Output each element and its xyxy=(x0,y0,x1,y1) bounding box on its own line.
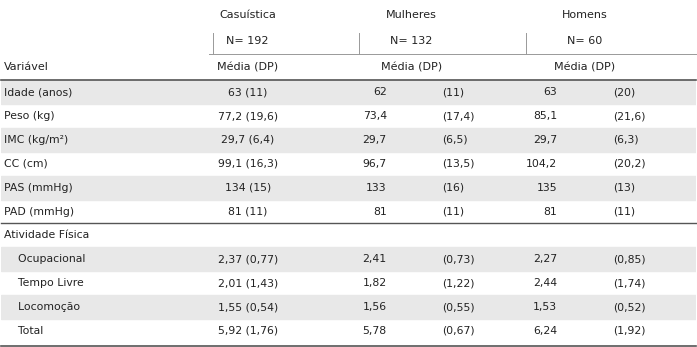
Text: (1,74): (1,74) xyxy=(613,278,645,288)
Text: (0,67): (0,67) xyxy=(443,326,475,336)
Text: 85,1: 85,1 xyxy=(533,111,557,121)
Text: 1,53: 1,53 xyxy=(533,302,557,312)
Text: 29,7: 29,7 xyxy=(533,135,557,145)
Text: 73,4: 73,4 xyxy=(362,111,387,121)
Text: N= 60: N= 60 xyxy=(567,36,603,46)
Text: 81: 81 xyxy=(544,206,557,217)
Text: 2,37 (0,77): 2,37 (0,77) xyxy=(217,254,278,264)
Text: (16): (16) xyxy=(443,183,464,193)
Text: 2,01 (1,43): 2,01 (1,43) xyxy=(217,278,278,288)
Bar xyxy=(1,80,696,104)
Text: Média (DP): Média (DP) xyxy=(554,62,615,72)
Text: 6,24: 6,24 xyxy=(533,326,557,336)
Text: 63 (11): 63 (11) xyxy=(228,87,268,97)
Text: Locomoção: Locomoção xyxy=(4,302,80,312)
Text: 2,27: 2,27 xyxy=(533,254,557,264)
Text: 29,7: 29,7 xyxy=(362,135,387,145)
Text: CC (cm): CC (cm) xyxy=(4,159,48,169)
Text: Casuística: Casuística xyxy=(219,10,276,20)
Text: (1,22): (1,22) xyxy=(443,278,475,288)
Text: 81: 81 xyxy=(373,206,387,217)
Text: 1,56: 1,56 xyxy=(362,302,387,312)
Text: (13): (13) xyxy=(613,183,635,193)
Text: Ocupacional: Ocupacional xyxy=(4,254,86,264)
Text: Média (DP): Média (DP) xyxy=(217,62,278,72)
Text: (11): (11) xyxy=(443,87,464,97)
Text: (0,85): (0,85) xyxy=(613,254,645,264)
Text: Homens: Homens xyxy=(562,10,608,20)
Text: (1,92): (1,92) xyxy=(613,326,645,336)
Text: (0,73): (0,73) xyxy=(443,254,475,264)
Text: 96,7: 96,7 xyxy=(362,159,387,169)
Bar xyxy=(1,176,696,200)
Text: (21,6): (21,6) xyxy=(613,111,645,121)
Text: Peso (kg): Peso (kg) xyxy=(4,111,55,121)
Text: 81 (11): 81 (11) xyxy=(228,206,268,217)
Text: Mulheres: Mulheres xyxy=(385,10,436,20)
Text: 1,55 (0,54): 1,55 (0,54) xyxy=(217,302,278,312)
Text: (6,3): (6,3) xyxy=(613,135,638,145)
Text: 62: 62 xyxy=(373,87,387,97)
Text: 2,44: 2,44 xyxy=(533,278,557,288)
Text: Idade (anos): Idade (anos) xyxy=(4,87,72,97)
Text: (13,5): (13,5) xyxy=(443,159,475,169)
Bar xyxy=(1,247,696,271)
Text: IMC (kg/m²): IMC (kg/m²) xyxy=(4,135,68,145)
Text: 29,7 (6,4): 29,7 (6,4) xyxy=(221,135,274,145)
Text: 135: 135 xyxy=(537,183,557,193)
Text: Total: Total xyxy=(4,326,43,336)
Text: 2,41: 2,41 xyxy=(362,254,387,264)
Text: 134 (15): 134 (15) xyxy=(224,183,270,193)
Text: (20): (20) xyxy=(613,87,635,97)
Text: (0,55): (0,55) xyxy=(443,302,475,312)
Text: PAD (mmHg): PAD (mmHg) xyxy=(4,206,75,217)
Text: Tempo Livre: Tempo Livre xyxy=(4,278,84,288)
Text: 77,2 (19,6): 77,2 (19,6) xyxy=(217,111,277,121)
Text: 104,2: 104,2 xyxy=(526,159,557,169)
Text: (11): (11) xyxy=(613,206,635,217)
Text: Variável: Variável xyxy=(4,62,49,72)
Text: N= 132: N= 132 xyxy=(390,36,432,46)
Text: PAS (mmHg): PAS (mmHg) xyxy=(4,183,73,193)
Text: N= 192: N= 192 xyxy=(227,36,269,46)
Text: Atividade Física: Atividade Física xyxy=(4,230,89,240)
Bar xyxy=(1,128,696,152)
Text: 99,1 (16,3): 99,1 (16,3) xyxy=(217,159,277,169)
Text: (0,52): (0,52) xyxy=(613,302,645,312)
Text: 5,92 (1,76): 5,92 (1,76) xyxy=(217,326,277,336)
Text: (6,5): (6,5) xyxy=(443,135,468,145)
Text: 5,78: 5,78 xyxy=(362,326,387,336)
Text: 1,82: 1,82 xyxy=(362,278,387,288)
Text: (17,4): (17,4) xyxy=(443,111,475,121)
Text: (20,2): (20,2) xyxy=(613,159,645,169)
Text: 63: 63 xyxy=(544,87,557,97)
Text: 133: 133 xyxy=(366,183,387,193)
Text: (11): (11) xyxy=(443,206,464,217)
Bar xyxy=(1,295,696,319)
Text: Média (DP): Média (DP) xyxy=(381,62,442,72)
